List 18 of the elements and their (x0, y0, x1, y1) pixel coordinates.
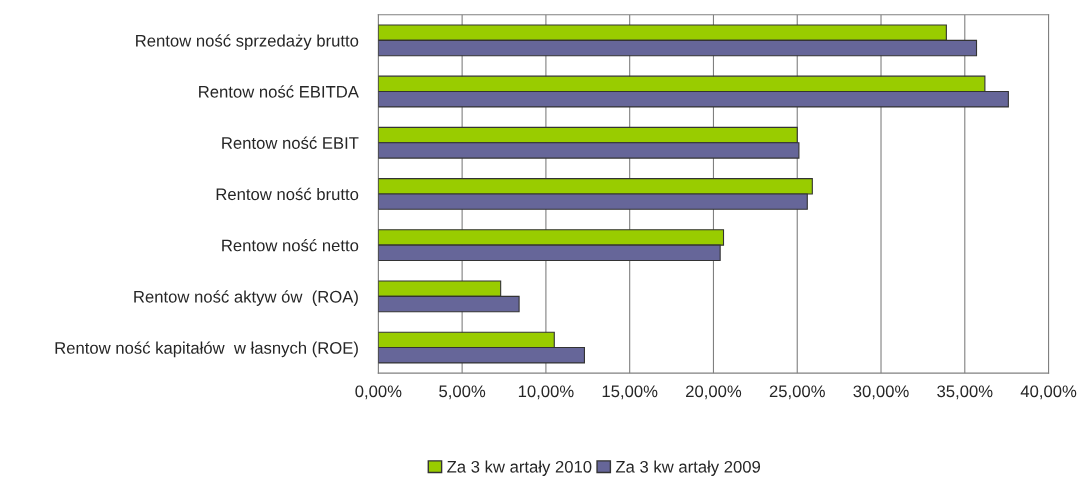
legend-label: Za 3 kw artały 2010 (447, 460, 592, 476)
y-tick-label: Rentow ność sprzedaży brutto (136, 34, 359, 50)
y-tick-label: Rentow ność EBIT (222, 136, 359, 149)
x-tick-label: 0,00% (355, 385, 402, 400)
y-tick-label: Rentow ność brutto (216, 187, 359, 201)
x-tick-label: 30,00% (853, 385, 909, 400)
y-tick-label: Rentow ność kapitałów w łasnych (ROE) (55, 341, 358, 358)
x-tick-label: 25,00% (769, 385, 825, 400)
x-tick-label: 35,00% (937, 385, 993, 400)
x-tick-label: 5,00% (439, 385, 486, 400)
x-tick-label: 40,00% (1020, 385, 1077, 400)
x-tick-label: 10,00% (518, 385, 574, 400)
y-tick-label: Rentow ność aktyw ów (ROA) (134, 290, 358, 306)
legend-label: Za 3 kw artały 2009 (615, 460, 761, 476)
x-tick-label: 15,00% (602, 385, 658, 400)
y-tick-label: Rentow ność netto (222, 238, 359, 252)
x-tick-label: 20,00% (686, 385, 742, 400)
y-tick-label: Rentow ność EBITDA (199, 85, 359, 98)
